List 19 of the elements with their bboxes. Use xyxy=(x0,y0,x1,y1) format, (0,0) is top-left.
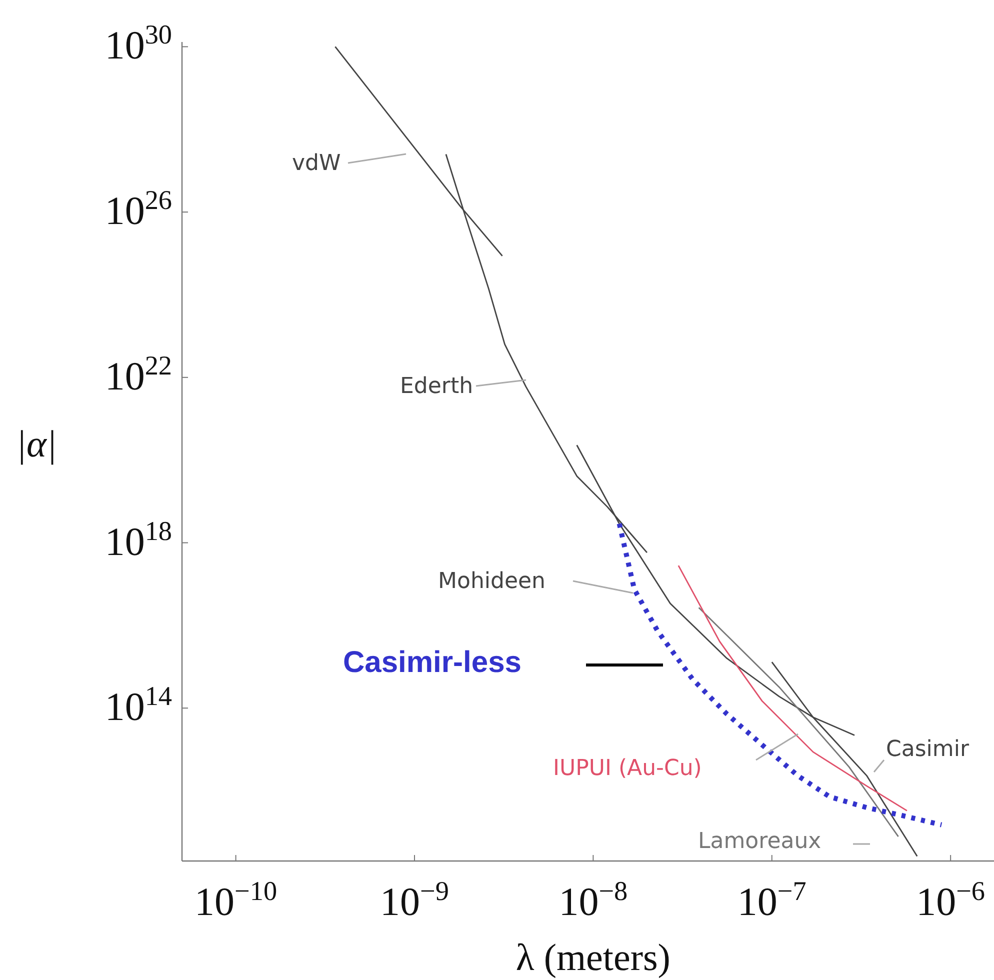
series-label: Ederth xyxy=(400,374,474,399)
y-tick-label: 10$^{22}$ xyxy=(104,350,172,398)
x-tick-label: 10$^{−9}$ xyxy=(380,876,449,924)
x-tick-label: 10$^{−8}$ xyxy=(558,876,628,924)
text: Lamoreaux xyxy=(698,829,822,854)
x-tick-label: 10$^{−10}$ xyxy=(194,876,278,924)
series-label: Casimir xyxy=(886,737,970,762)
x-tick-label: 10$^{−7}$ xyxy=(737,876,806,924)
text: Casimir-less xyxy=(343,646,522,679)
y-tick-label: 10$^{18}$ xyxy=(104,516,172,564)
x-tick-label: 10$^{−6}$ xyxy=(916,876,986,924)
y-tick-label: 10$^{30}$ xyxy=(104,20,172,68)
text: vdW xyxy=(292,151,341,176)
text: Mohideen xyxy=(438,569,546,594)
y-tick-label: 10$^{26}$ xyxy=(104,185,172,234)
x-axis-title: λ (meters) xyxy=(516,937,670,979)
text: IUPUI (Au-Cu) xyxy=(553,756,702,781)
y-tick-label: 10$^{14}$ xyxy=(104,681,172,730)
y-axis-title: |α| xyxy=(16,424,57,466)
